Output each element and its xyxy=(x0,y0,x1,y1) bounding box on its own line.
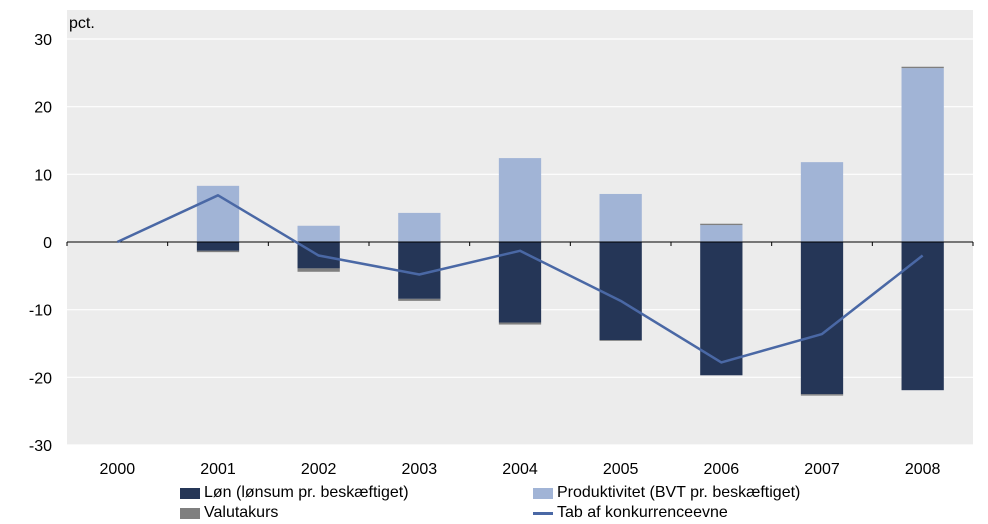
bar-valutakurs-2007 xyxy=(800,394,844,396)
legend-swatch-valutakurs xyxy=(180,507,200,519)
bar-produktivitet-bvt-pr-besk-ftiget-2004 xyxy=(498,158,542,242)
y-tick-label: -20 xyxy=(29,370,52,387)
legend-item-produktivitet: Produktivitet (BVT pr. beskæftiget) xyxy=(533,484,800,502)
y-tick-label: 10 xyxy=(34,167,52,184)
x-tick-label: 2004 xyxy=(502,461,538,478)
legend-swatch-loen xyxy=(180,487,200,499)
bar-l-n-l-nsum-pr-besk-ftiget-2008 xyxy=(901,242,944,391)
bar-layer xyxy=(196,66,944,396)
legend-label-tab-af-konkurrenceevne: Tab af konkurrenceevne xyxy=(557,504,728,521)
x-tick-label: 2005 xyxy=(603,461,639,478)
bar-l-n-l-nsum-pr-besk-ftiget-2006 xyxy=(700,242,743,376)
bar-valutakurs-2005 xyxy=(599,340,642,341)
y-axis-tick-labels: 30 20 10 0 -10 -20 -30 xyxy=(29,32,52,455)
y-tick-label: 20 xyxy=(34,100,52,117)
legend-label-loen: Løn (lønsum pr. beskæftiget) xyxy=(204,484,409,501)
x-tick-label: 2006 xyxy=(704,461,740,478)
bar-valutakurs-2003 xyxy=(398,298,441,301)
y-tick-label: 30 xyxy=(34,32,52,49)
bar-l-n-l-nsum-pr-besk-ftiget-2007 xyxy=(800,242,844,395)
legend-swatch-produktivitet xyxy=(533,487,553,499)
legend-label-produktivitet: Produktivitet (BVT pr. beskæftiget) xyxy=(557,484,801,501)
x-axis-tick-labels: 2000 2001 2002 2003 2004 2005 2006 2007 2008 xyxy=(100,461,941,478)
bar-valutakurs-2006 xyxy=(700,223,743,226)
x-tick-label: 2008 xyxy=(905,461,941,478)
bar-valutakurs-2001 xyxy=(196,250,240,253)
x-tick-label: 2001 xyxy=(200,461,236,478)
bar-valutakurs-2002 xyxy=(297,268,340,272)
bar-produktivitet-bvt-pr-besk-ftiget-2005 xyxy=(599,193,642,242)
bar-produktivitet-bvt-pr-besk-ftiget-2008 xyxy=(901,68,944,242)
bar-produktivitet-bvt-pr-besk-ftiget-2007 xyxy=(800,162,844,242)
legend-label-valutakurs: Valutakurs xyxy=(204,504,279,521)
x-tick-label: 2003 xyxy=(402,461,438,478)
bar-produktivitet-bvt-pr-besk-ftiget-2002 xyxy=(297,225,340,242)
y-unit-label: pct. xyxy=(69,15,95,32)
y-tick-label: -30 xyxy=(29,438,52,455)
bar-valutakurs-2004 xyxy=(498,322,542,325)
legend-item-loen: Løn (lønsum pr. beskæftiget) xyxy=(180,484,409,502)
legend: Løn (lønsum pr. beskæftiget) Produktivit… xyxy=(180,482,900,524)
legend-item-valutakurs: Valutakurs xyxy=(180,504,278,522)
legend-item-tab-af-konkurrenceevne: Tab af konkurrenceevne xyxy=(533,504,728,522)
bar-l-n-l-nsum-pr-besk-ftiget-2004 xyxy=(498,242,542,323)
x-tick-label: 2002 xyxy=(301,461,337,478)
bar-produktivitet-bvt-pr-besk-ftiget-2006 xyxy=(700,225,743,242)
x-tick-label: 2000 xyxy=(100,461,136,478)
series-line-tab-af-konkurrenceevne xyxy=(116,194,924,364)
bar-l-n-l-nsum-pr-besk-ftiget-2005 xyxy=(599,242,642,341)
y-tick-label: 0 xyxy=(43,235,52,252)
bar-l-n-l-nsum-pr-besk-ftiget-2001 xyxy=(196,242,240,251)
x-tick-label: 2007 xyxy=(804,461,840,478)
bar-valutakurs-2008 xyxy=(901,66,944,69)
y-tick-label: -10 xyxy=(29,303,52,320)
bar-produktivitet-bvt-pr-besk-ftiget-2003 xyxy=(398,212,441,242)
legend-swatch-tab-af-konkurrenceevne xyxy=(533,511,553,515)
x-axis-ticks xyxy=(66,242,974,246)
